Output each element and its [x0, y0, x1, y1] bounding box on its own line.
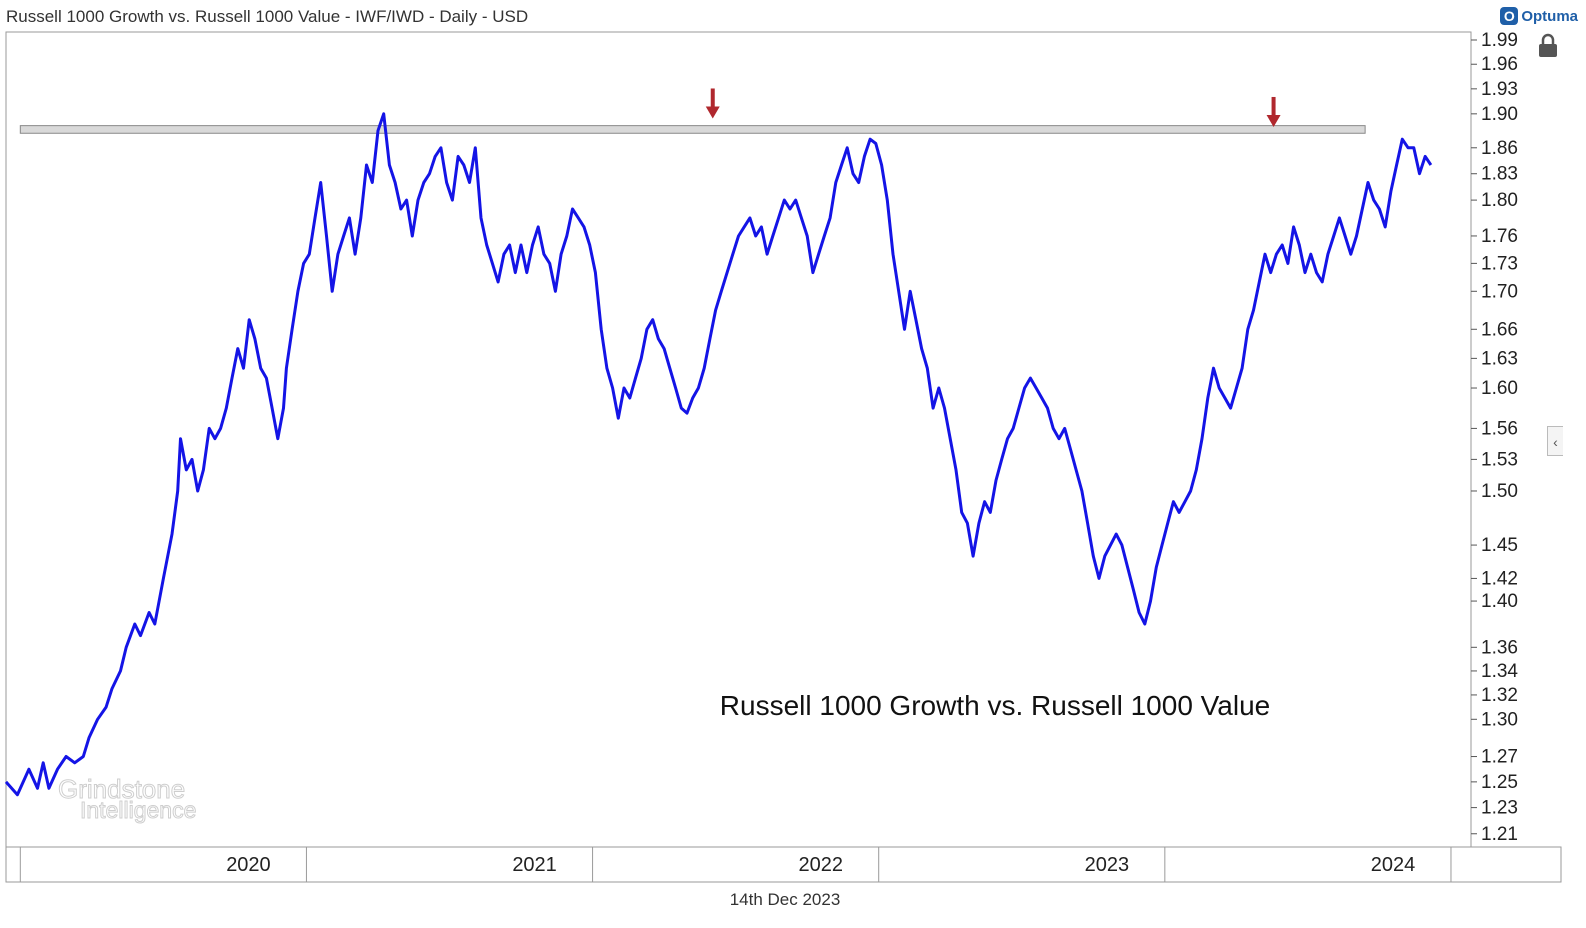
y-tick-label: 1.36 [1481, 637, 1518, 658]
y-tick-label: 1.73 [1481, 253, 1518, 274]
y-tick-label: 1.25 [1481, 772, 1518, 793]
series-line [4, 112, 1433, 797]
y-tick-label: 1.53 [1481, 449, 1518, 470]
resistance-band [19, 125, 1366, 134]
x-tick-label: 2021 [512, 854, 557, 876]
y-tick-label: 1.83 [1481, 164, 1518, 185]
y-tick-label: 1.34 [1481, 661, 1518, 682]
y-tick-label: 1.42 [1481, 568, 1518, 589]
x-axis-ticks: 201920202021202220232024 [19, 847, 1452, 882]
y-tick-label: 1.93 [1481, 79, 1518, 100]
marker-group [705, 88, 1281, 127]
y-tick-label: 1.21 [1481, 824, 1518, 845]
y-tick-label: 1.90 [1481, 104, 1518, 125]
y-tick-label: 1.50 [1481, 481, 1518, 502]
watermark: Grindstone Intelligence [58, 774, 197, 824]
y-tick-label: 1.40 [1481, 591, 1518, 612]
y-tick-label: 1.27 [1481, 747, 1518, 768]
y-tick-label: 1.96 [1481, 54, 1518, 75]
y-tick-label: 1.63 [1481, 348, 1518, 369]
plot-area [5, 31, 1472, 848]
down-arrow-marker [705, 88, 720, 119]
brand-logo: O Optuma [1500, 5, 1578, 27]
y-tick-label: 1.80 [1481, 190, 1518, 211]
y-tick-label: 1.56 [1481, 418, 1518, 439]
y-axis-ticks: 1.99 1.96 1.93 1.90 1.86 1.83 1.80 1.76 1.73 1.70… [1471, 30, 1518, 845]
x-tick-label: 2020 [226, 854, 271, 876]
chart-title: Russell 1000 Growth vs. Russell 1000 Val… [6, 7, 529, 26]
x-tick-label: 2024 [1371, 854, 1416, 876]
y-tick-label: 1.32 [1481, 685, 1518, 706]
x-tick-label: 2023 [1085, 854, 1130, 876]
footer-date: 14th Dec 2023 [729, 890, 841, 909]
down-arrow-marker [1266, 96, 1281, 127]
brand-name: Optuma [1521, 7, 1578, 25]
y-tick-label: 1.76 [1481, 226, 1518, 247]
y-tick-label: 1.60 [1481, 378, 1518, 399]
resistance-band-group [19, 125, 1366, 134]
watermark-line-1: Grindstone [58, 774, 185, 804]
y-tick-label: 1.99 [1481, 30, 1518, 51]
y-tick-label: 1.70 [1481, 281, 1518, 302]
lock-icon[interactable] [1536, 33, 1560, 59]
series-group [4, 112, 1433, 797]
y-tick-label: 1.23 [1481, 798, 1518, 819]
optuma-logo-icon: O [1500, 7, 1519, 25]
chart-annotation: Russell 1000 Growth vs. Russell 1000 Val… [720, 690, 1270, 721]
y-tick-label: 1.66 [1481, 319, 1518, 340]
y-tick-label: 1.30 [1481, 709, 1518, 730]
x-axis-strip [5, 846, 1562, 883]
chevron-left-icon[interactable]: ‹ [1547, 426, 1563, 456]
y-tick-label: 1.45 [1481, 535, 1518, 556]
y-tick-label: 1.86 [1481, 138, 1518, 159]
watermark-line-2: Intelligence [80, 797, 196, 823]
x-tick-label: 2022 [798, 854, 843, 876]
